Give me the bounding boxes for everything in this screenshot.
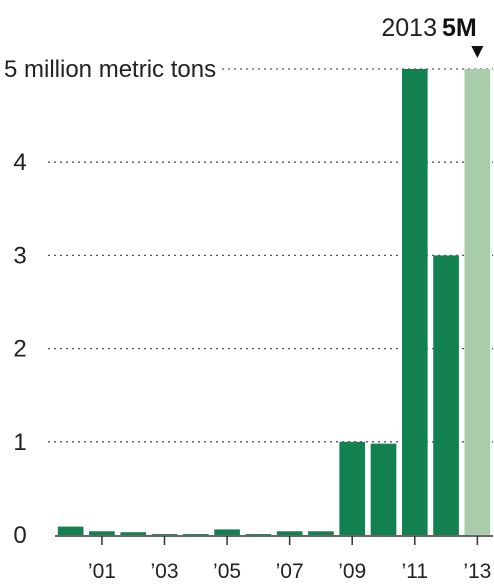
x-axis: ’01 ’03 ’05 ’07 ’09 ’11 ’13 xyxy=(55,535,493,583)
annotation-pointer-icon xyxy=(471,46,484,58)
bar xyxy=(339,441,366,535)
bars xyxy=(57,69,491,535)
x-tick-label: ’11 xyxy=(402,560,428,583)
bar xyxy=(214,529,240,535)
x-tick-label: ’09 xyxy=(338,560,366,583)
y-tick-label: 4 xyxy=(13,149,26,176)
bar xyxy=(182,534,209,535)
x-tick-label: ’07 xyxy=(276,560,304,583)
bar xyxy=(89,531,115,535)
y-tick-label: 3 xyxy=(13,242,26,269)
bar xyxy=(57,526,84,535)
x-tick-label: ’03 xyxy=(150,560,178,583)
grid-lines xyxy=(48,68,493,443)
y-axis-labels: 0 1 2 3 4 5 million metric tons xyxy=(4,56,216,549)
y-tick-label: 5 million metric tons xyxy=(4,56,216,83)
bar xyxy=(308,531,334,535)
bar xyxy=(245,534,272,535)
annotation: 2013 5M xyxy=(381,14,484,58)
bar xyxy=(151,534,178,535)
bar xyxy=(370,443,397,535)
bar xyxy=(276,531,303,535)
x-tick-label: ’01 xyxy=(88,560,116,583)
x-tick-label: ’05 xyxy=(213,560,241,583)
bar xyxy=(464,69,491,535)
bar xyxy=(433,255,459,535)
bar xyxy=(401,69,428,535)
annotation-value: 5M xyxy=(442,14,477,42)
bar xyxy=(120,532,147,535)
y-tick-label: 1 xyxy=(13,429,26,456)
x-tick-label: ’13 xyxy=(463,560,491,583)
annotation-year: 2013 xyxy=(381,14,437,42)
y-tick-label: 0 xyxy=(13,522,26,549)
y-tick-label: 2 xyxy=(13,336,26,363)
